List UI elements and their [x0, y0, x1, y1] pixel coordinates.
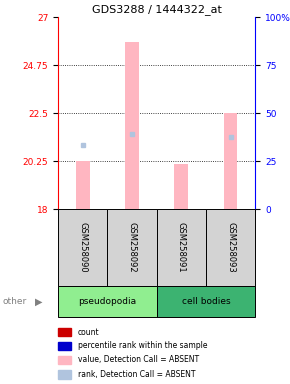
Text: GSM258093: GSM258093: [226, 222, 235, 273]
Bar: [125, 42, 139, 209]
Bar: [206, 209, 255, 286]
Bar: [107, 209, 157, 286]
Text: value, Detection Call = ABSENT: value, Detection Call = ABSENT: [78, 356, 199, 364]
Bar: [174, 164, 188, 209]
Title: GDS3288 / 1444322_at: GDS3288 / 1444322_at: [92, 4, 222, 15]
Bar: [58, 356, 71, 364]
Text: GSM258092: GSM258092: [127, 222, 137, 273]
Text: GSM258091: GSM258091: [177, 222, 186, 273]
Bar: [76, 161, 90, 209]
Text: GSM258090: GSM258090: [78, 222, 87, 273]
Bar: [58, 342, 71, 350]
Text: count: count: [78, 328, 99, 336]
Text: other: other: [3, 297, 27, 306]
Bar: [58, 328, 71, 336]
Text: cell bodies: cell bodies: [182, 297, 230, 306]
Bar: [58, 371, 71, 379]
Bar: [157, 209, 206, 286]
Text: ▶: ▶: [35, 296, 43, 306]
Bar: [224, 113, 238, 209]
Text: percentile rank within the sample: percentile rank within the sample: [78, 341, 207, 351]
Bar: [58, 286, 157, 317]
Text: rank, Detection Call = ABSENT: rank, Detection Call = ABSENT: [78, 370, 195, 379]
Bar: [157, 286, 255, 317]
Bar: [58, 209, 107, 286]
Text: pseudopodia: pseudopodia: [78, 297, 136, 306]
